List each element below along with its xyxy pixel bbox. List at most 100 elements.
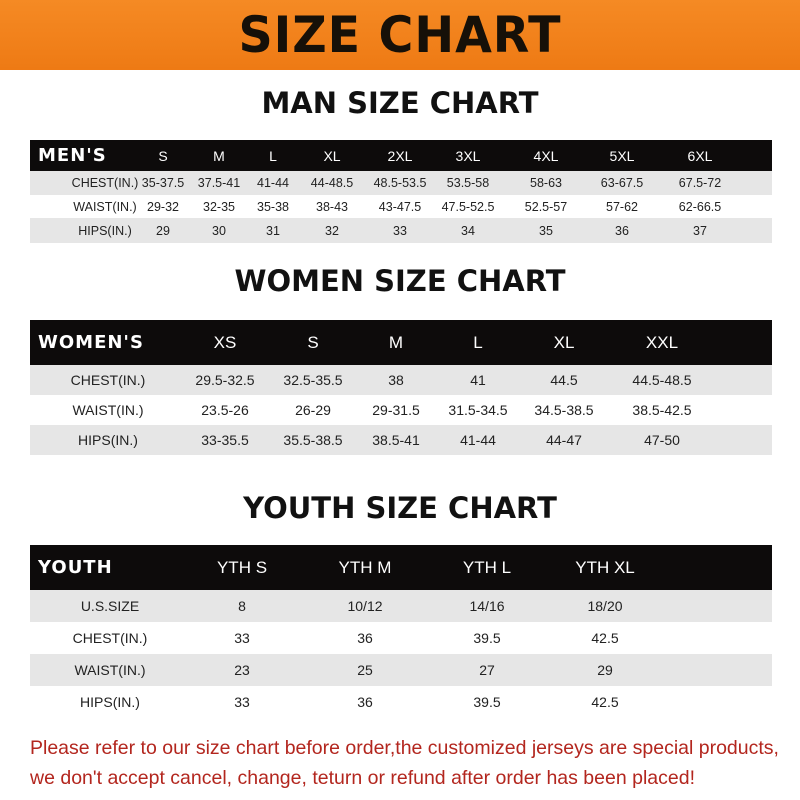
size-value: 42.5	[591, 694, 619, 710]
measurement-label: HIPS(IN.)	[80, 694, 140, 710]
measurement-label: WAIST(IN.)	[72, 402, 144, 418]
size-value: 8	[238, 598, 246, 614]
size-value: 10/12	[347, 598, 383, 614]
size-value: 38-43	[316, 199, 348, 214]
table-title-cell: MEN'S	[38, 145, 107, 166]
measurement-label: CHEST(IN.)	[72, 630, 148, 646]
measurement-label: CHEST(IN.)	[70, 372, 146, 388]
size-value: 27	[479, 662, 495, 678]
size-header: YTH M	[338, 557, 392, 577]
size-value: 44-47	[546, 432, 582, 448]
size-value: 41-44	[460, 432, 496, 448]
size-value: 47.5-52.5	[441, 199, 495, 214]
size-value: 32-35	[203, 199, 235, 214]
table-row: HIPS(IN.) 33 36 39.5 42.5	[30, 686, 772, 718]
size-header: XL	[323, 147, 341, 164]
order-notice: Please refer to our size chart before or…	[30, 733, 790, 793]
size-value: 35	[539, 223, 553, 238]
size-value: 29-31.5	[372, 402, 420, 418]
size-value: 58-63	[530, 176, 562, 190]
size-value: 41	[470, 372, 486, 388]
measurement-label: HIPS(IN.)	[78, 432, 138, 448]
size-header: L	[269, 147, 277, 164]
table-row: WAIST(IN.) 23.5-26 26-29 29-31.5 31.5-34.5 34…	[30, 395, 772, 425]
size-value: 14/16	[469, 598, 505, 614]
table-title-cell: YOUTH	[38, 557, 113, 578]
size-value: 30	[212, 223, 226, 238]
size-value: 32.5-35.5	[283, 372, 343, 388]
size-value: 33	[234, 694, 250, 710]
size-value: 47-50	[644, 432, 680, 448]
size-value: 29-32	[147, 199, 179, 214]
size-value: 63-67.5	[600, 176, 644, 190]
size-value: 57-62	[606, 199, 638, 214]
size-value: 35-38	[257, 199, 289, 214]
table-title-cell: WOMEN'S	[38, 332, 144, 353]
table-row: CHEST(IN.) 35-37.5 37.5-41 41-44 44-48.5 48.5…	[30, 171, 772, 195]
size-chart-banner: SIZE CHART	[0, 0, 800, 70]
size-value: 42.5	[591, 630, 619, 646]
men-size-table: MEN'S S M L XL 2XL 3XL 4XL 5XL 6XL CHEST(IN.) 35-37…	[30, 140, 772, 243]
table-row: HIPS(IN.) 33-35.5 35.5-38.5 38.5-41 41-44 44-…	[30, 425, 772, 455]
size-value: 43-47.5	[378, 199, 422, 214]
size-value: 29	[597, 662, 613, 678]
size-value: 39.5	[473, 630, 501, 646]
size-value: 23	[234, 662, 250, 678]
table-header-row: MEN'S S M L XL 2XL 3XL 4XL 5XL 6XL	[30, 140, 772, 171]
size-header: S	[307, 332, 319, 352]
table-row: HIPS(IN.) 29 30 31 32 33 34 35 36 37	[30, 218, 772, 243]
size-value: 35-37.5	[141, 176, 185, 190]
size-value: 52.5-57	[524, 199, 568, 214]
size-header: YTH XL	[575, 557, 635, 577]
size-value: 36	[357, 694, 373, 710]
size-header: YTH L	[462, 557, 512, 577]
size-value: 44.5	[550, 372, 578, 388]
size-value: 38	[388, 372, 404, 388]
size-header: XL	[553, 332, 575, 352]
measurement-label: WAIST(IN.)	[73, 199, 137, 214]
size-value: 26-29	[295, 402, 331, 418]
men-chart-title: MAN SIZE CHART	[261, 86, 539, 120]
size-value: 67.5-72	[678, 176, 722, 190]
size-value: 36	[357, 630, 373, 646]
women-size-table: WOMEN'S XS S M L XL XXL CHEST(IN.) 29.5-32.5 32.5…	[30, 320, 772, 455]
size-value: 48.5-53.5	[373, 176, 427, 190]
size-value: 36	[615, 223, 629, 238]
size-header: XS	[213, 332, 237, 352]
order-notice-line-1: Please refer to our size chart before or…	[30, 737, 779, 759]
table-row: U.S.SIZE 8 10/12 14/16 18/20	[30, 590, 772, 622]
size-value: 33	[393, 223, 407, 238]
size-value: 41-44	[257, 176, 289, 190]
size-header: 2XL	[387, 147, 413, 164]
size-value: 33	[234, 630, 250, 646]
size-value: 38.5-41	[372, 432, 420, 448]
size-header: M	[213, 147, 225, 164]
size-value: 38.5-42.5	[632, 402, 692, 418]
measurement-label: HIPS(IN.)	[78, 223, 132, 238]
measurement-label: U.S.SIZE	[80, 598, 140, 614]
size-value: 29.5-32.5	[195, 372, 255, 388]
size-value: 44.5-48.5	[632, 372, 692, 388]
size-value: 39.5	[473, 694, 501, 710]
table-row: WAIST(IN.) 23 25 27 29	[30, 654, 772, 686]
size-value: 29	[156, 223, 170, 238]
table-row: CHEST(IN.) 33 36 39.5 42.5	[30, 622, 772, 654]
size-header: 5XL	[609, 147, 635, 164]
table-row: WAIST(IN.) 29-32 32-35 35-38 38-43 43-47.5 47.…	[30, 195, 772, 218]
banner-title: SIZE CHART	[238, 6, 562, 64]
order-notice-line-2: we don't accept cancel, change, teturn o…	[30, 767, 695, 789]
size-value: 31	[266, 223, 280, 238]
size-header: 6XL	[687, 147, 713, 164]
size-value: 33-35.5	[201, 432, 249, 448]
size-value: 37.5-41	[197, 176, 241, 190]
size-value: 25	[357, 662, 373, 678]
size-value: 37	[693, 223, 707, 238]
table-header-row: WOMEN'S XS S M L XL XXL	[30, 320, 772, 365]
size-header: YTH S	[216, 557, 268, 577]
size-value: 18/20	[587, 598, 623, 614]
size-value: 34	[461, 223, 475, 238]
size-value: 31.5-34.5	[448, 402, 508, 418]
table-header-row: YOUTH YTH S YTH M YTH L YTH XL	[30, 545, 772, 590]
size-header: M	[388, 332, 404, 352]
measurement-label: WAIST(IN.)	[74, 662, 146, 678]
